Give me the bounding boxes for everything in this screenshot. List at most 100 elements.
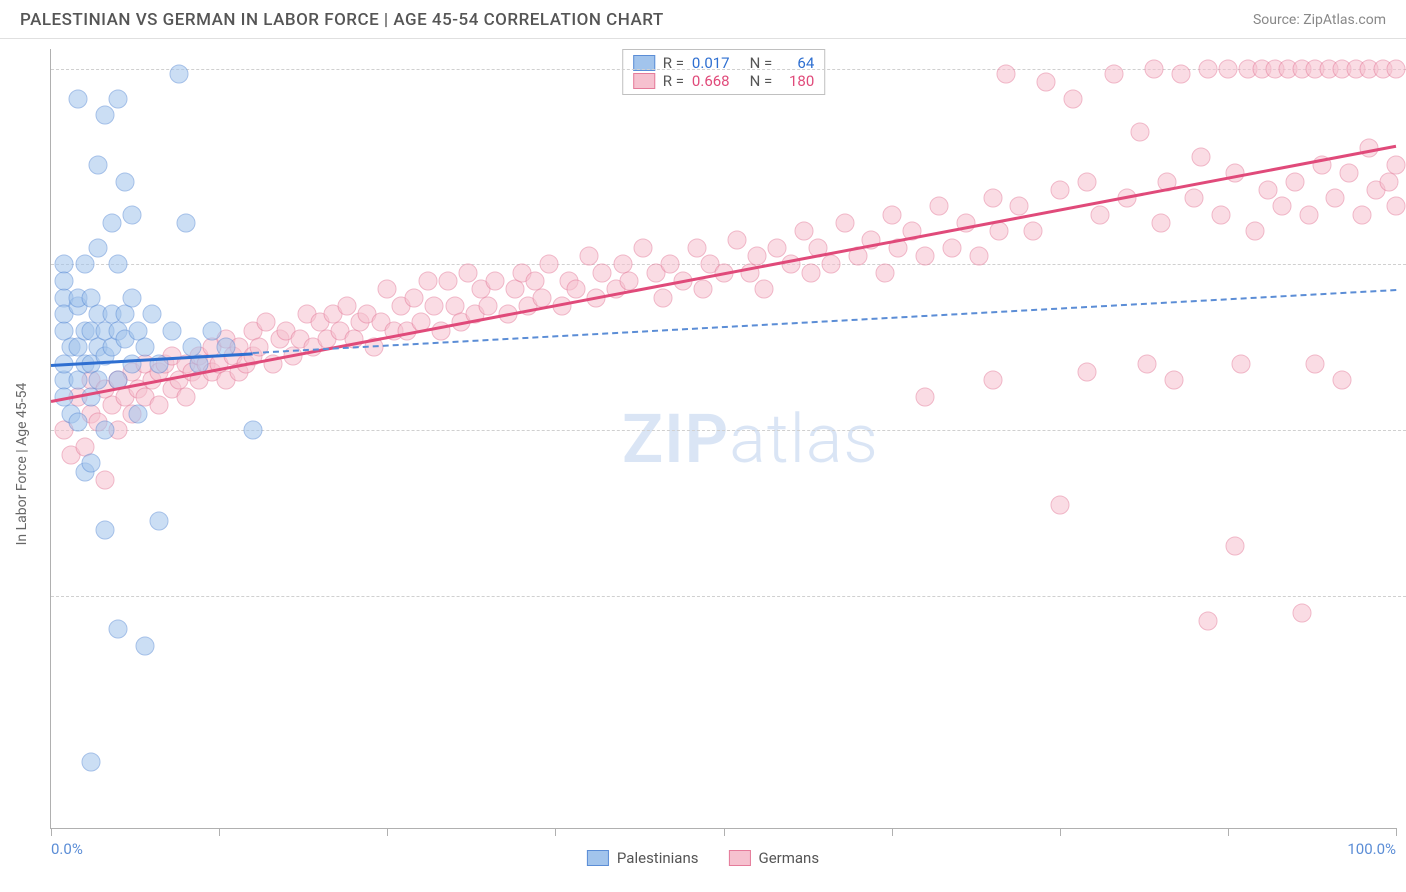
data-point-germans (1171, 64, 1190, 83)
data-point-palestinians (109, 255, 128, 274)
data-point-germans (1050, 180, 1069, 199)
data-point-palestinians (115, 172, 134, 191)
data-point-germans (822, 255, 841, 274)
data-point-germans (943, 238, 962, 257)
swatch-palestinians-bottom (587, 850, 609, 866)
data-point-germans (337, 296, 356, 315)
xtick-label: 100.0% (1347, 840, 1396, 858)
data-point-germans (1299, 205, 1318, 224)
data-point-germans (1050, 495, 1069, 514)
data-point-palestinians (89, 156, 108, 175)
data-point-germans (1064, 89, 1083, 108)
chart-container: In Labor Force | Age 45-54 ZIPatlas R = … (0, 39, 1406, 889)
data-point-germans (983, 189, 1002, 208)
stats-row-germans: R = 0.668 N = 180 (633, 72, 815, 90)
xtick (219, 828, 220, 836)
xtick (1060, 828, 1061, 836)
data-point-germans (479, 296, 498, 315)
data-point-palestinians (122, 354, 141, 373)
data-point-germans (653, 288, 672, 307)
data-point-palestinians (136, 338, 155, 357)
data-point-palestinians (68, 412, 87, 431)
bottom-legend: Palestinians Germans (587, 849, 819, 867)
data-point-palestinians (82, 454, 101, 473)
data-point-germans (1333, 371, 1352, 390)
data-point-germans (1292, 603, 1311, 622)
data-point-germans (438, 272, 457, 291)
data-point-germans (748, 247, 767, 266)
data-point-germans (1339, 164, 1358, 183)
data-point-germans (1023, 222, 1042, 241)
data-point-germans (1326, 189, 1345, 208)
data-point-germans (378, 280, 397, 299)
data-point-germans (801, 263, 820, 282)
data-point-germans (1225, 537, 1244, 556)
data-point-germans (257, 313, 276, 332)
data-point-germans (1353, 205, 1372, 224)
data-point-palestinians (109, 620, 128, 639)
data-point-palestinians (55, 272, 74, 291)
stats-legend: R = 0.017 N = 64 R = 0.668 N = 180 (622, 49, 826, 95)
data-point-germans (1151, 214, 1170, 233)
swatch-germans-bottom (728, 850, 750, 866)
data-point-germans (1077, 363, 1096, 382)
data-point-palestinians (115, 305, 134, 324)
data-point-germans (990, 222, 1009, 241)
xtick-label: 0.0% (51, 840, 83, 858)
data-point-germans (1272, 197, 1291, 216)
xtick (51, 828, 52, 836)
data-point-germans (916, 388, 935, 407)
data-point-germans (795, 222, 814, 241)
data-point-germans (1218, 59, 1237, 78)
data-point-germans (1185, 189, 1204, 208)
data-point-germans (754, 280, 773, 299)
data-point-germans (620, 272, 639, 291)
data-point-germans (149, 396, 168, 415)
data-point-germans (1198, 59, 1217, 78)
xtick (1396, 828, 1397, 836)
data-point-germans (458, 263, 477, 282)
data-point-palestinians (68, 371, 87, 390)
data-point-germans (95, 470, 114, 489)
data-point-germans (1091, 205, 1110, 224)
swatch-germans (633, 73, 655, 89)
data-point-germans (1104, 64, 1123, 83)
data-point-germans (694, 280, 713, 299)
data-point-germans (425, 296, 444, 315)
data-point-germans (1138, 354, 1157, 373)
data-point-germans (580, 247, 599, 266)
data-point-palestinians (176, 214, 195, 233)
data-point-germans (1037, 73, 1056, 92)
data-point-palestinians (109, 89, 128, 108)
data-point-palestinians (68, 89, 87, 108)
data-point-palestinians (243, 421, 262, 440)
data-point-palestinians (169, 64, 188, 83)
data-point-germans (1380, 172, 1399, 191)
data-point-palestinians (203, 321, 222, 340)
data-point-germans (1245, 222, 1264, 241)
data-point-palestinians (142, 305, 161, 324)
data-point-germans (929, 197, 948, 216)
data-point-germans (593, 263, 612, 282)
chart-title: PALESTINIAN VS GERMAN IN LABOR FORCE | A… (20, 10, 664, 30)
data-point-germans (418, 272, 437, 291)
data-point-palestinians (136, 636, 155, 655)
data-point-palestinians (163, 321, 182, 340)
data-point-germans (539, 255, 558, 274)
data-point-germans (633, 238, 652, 257)
data-point-palestinians (129, 404, 148, 423)
data-point-germans (1212, 205, 1231, 224)
data-point-palestinians (95, 106, 114, 125)
data-point-germans (660, 255, 679, 274)
data-point-germans (835, 214, 854, 233)
data-point-germans (1387, 156, 1406, 175)
r-value-germans: 0.668 (692, 72, 730, 90)
data-point-germans (1077, 172, 1096, 191)
data-point-germans (916, 247, 935, 266)
data-point-palestinians (89, 238, 108, 257)
data-point-germans (1010, 197, 1029, 216)
y-axis-label: In Labor Force | Age 45-54 (14, 383, 30, 546)
data-point-germans (983, 371, 1002, 390)
data-point-palestinians (102, 214, 121, 233)
chart-header: PALESTINIAN VS GERMAN IN LABOR FORCE | A… (0, 0, 1406, 39)
